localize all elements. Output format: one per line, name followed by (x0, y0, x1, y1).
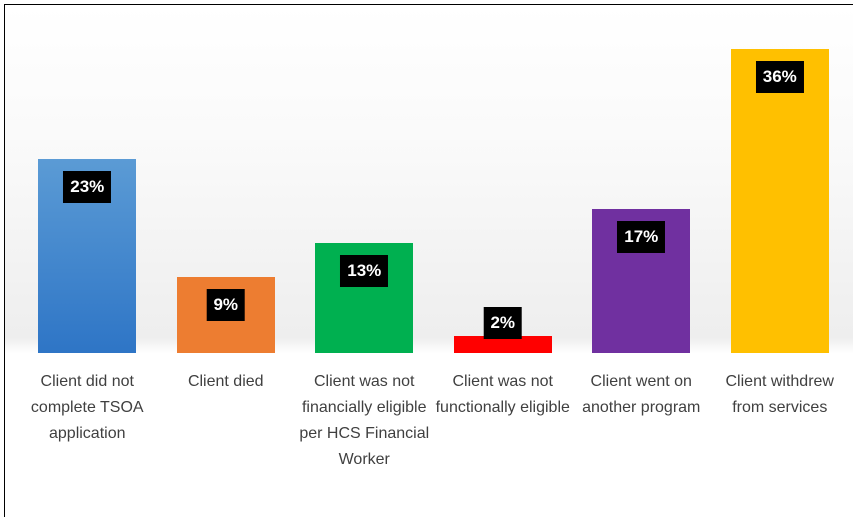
bar (730, 49, 829, 353)
x-tick-label: Client was not functionally eligible (435, 373, 570, 416)
data-label: 9% (206, 289, 246, 321)
x-tick-label: Client withdrew from services (725, 373, 834, 416)
x-tick-label: Client went on another program (582, 373, 701, 416)
data-label: 2% (483, 307, 523, 340)
data-label: 23% (63, 170, 112, 203)
data-label: 13% (340, 255, 389, 288)
data-label: 17% (617, 221, 666, 254)
chart: 23% Client did not complete TSOA applicat… (4, 4, 853, 517)
data-label: 36% (755, 61, 804, 93)
x-tick-label: Client did not complete TSOA application (30, 373, 144, 442)
x-tick-label: Client was not financially eligible per … (299, 373, 430, 468)
x-tick-label: Client died (187, 373, 264, 390)
bar (453, 336, 552, 353)
